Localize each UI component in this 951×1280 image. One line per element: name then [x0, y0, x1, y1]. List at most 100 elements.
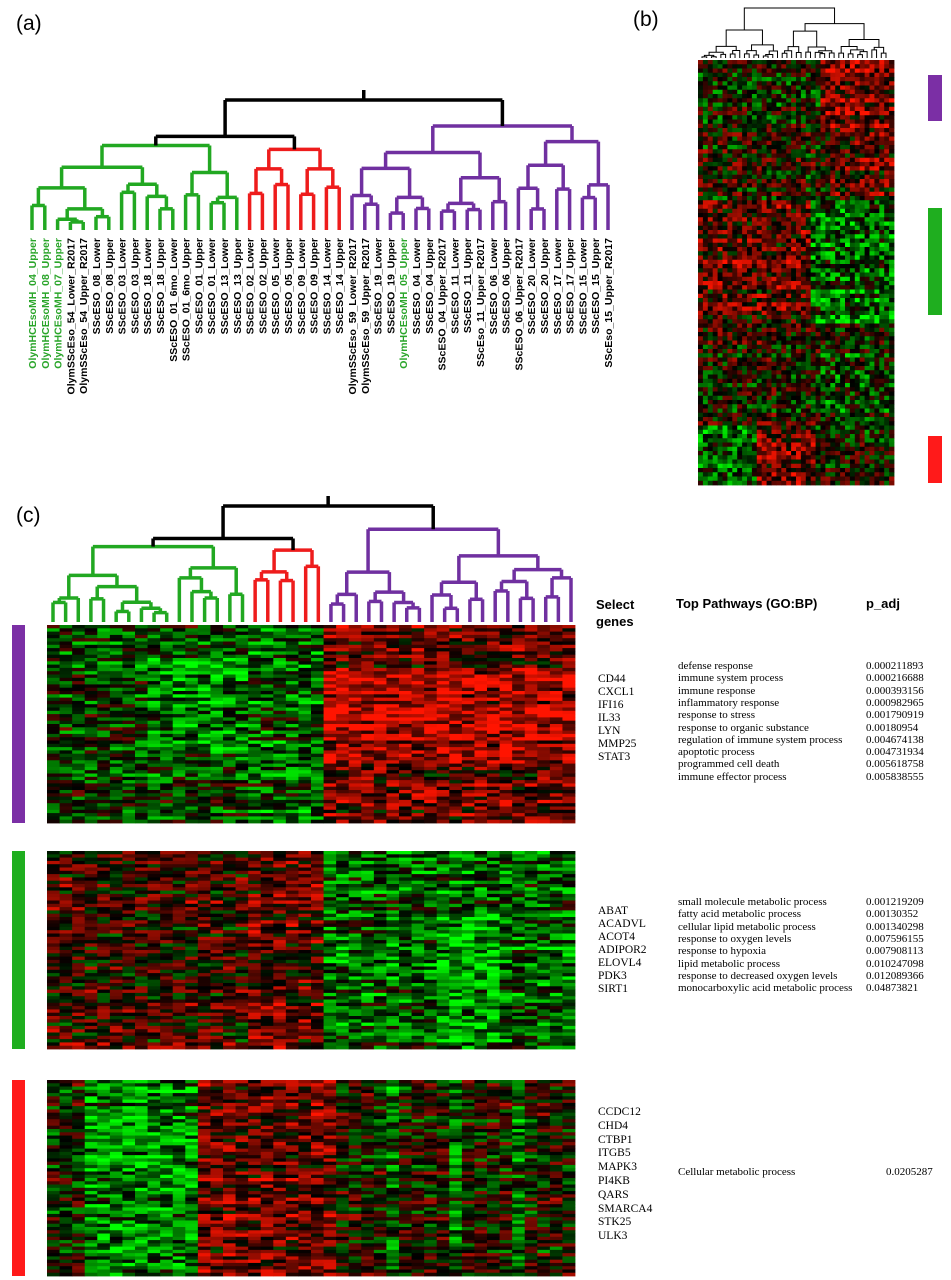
heatmap-cell [97, 658, 111, 662]
heatmap-cell [210, 674, 224, 679]
heatmap-cell [722, 353, 728, 358]
heatmap-cell [712, 370, 718, 375]
heatmap-cell [147, 641, 161, 646]
heatmap-cell [747, 162, 753, 167]
heatmap-cell [864, 276, 870, 282]
heatmap-cell [712, 259, 718, 265]
heatmap-cell [707, 417, 714, 422]
heatmap-cell [698, 255, 704, 261]
heatmap-cell [756, 310, 763, 316]
heatmap-cell [859, 463, 865, 469]
heatmap-cell [742, 366, 748, 371]
heatmap-cell [172, 644, 186, 649]
heatmap-cell [879, 225, 885, 231]
heatmap-cell [845, 72, 851, 78]
heatmap-cell [800, 298, 807, 303]
heatmap-cell [796, 247, 802, 252]
heatmap-cell [172, 651, 186, 656]
heatmap-cell [874, 319, 880, 324]
heatmap-cell [815, 217, 821, 222]
heatmap-cell [72, 628, 86, 632]
heatmap-cell [185, 644, 199, 649]
heatmap-cell [756, 344, 763, 350]
heatmap-cell [791, 472, 797, 477]
heatmap-cell [336, 671, 350, 675]
heatmap-cell [874, 115, 880, 120]
heatmap-cell [712, 281, 718, 286]
heatmap-cell [47, 631, 60, 636]
heatmap-cell [849, 153, 856, 159]
heatmap-cell [747, 429, 753, 435]
heatmap-cell [796, 238, 802, 244]
heatmap-cell [849, 463, 856, 469]
heatmap-cell [727, 374, 733, 380]
heatmap-cell [864, 344, 870, 350]
heatmap-cell [727, 455, 733, 460]
heatmap-cell [732, 242, 738, 248]
heatmap-cell [879, 476, 885, 482]
heatmap-cell [732, 272, 738, 278]
heatmap-cell [869, 438, 875, 443]
heatmap-cell [742, 128, 748, 133]
heatmap-cell [840, 298, 846, 303]
heatmap-cell [712, 81, 718, 86]
heatmap-cell [840, 111, 846, 116]
heatmap-cell [810, 72, 816, 78]
heatmap-cell [751, 225, 758, 231]
heatmap-cell [411, 628, 425, 632]
heatmap-cell [810, 463, 816, 469]
heatmap-cell [766, 404, 772, 409]
heatmap-cell [737, 327, 743, 333]
heatmap-cell [766, 60, 772, 65]
heatmap-cell [147, 631, 161, 636]
heatmap-cell [707, 204, 714, 210]
heatmap-cell [889, 421, 895, 426]
heatmap-cell [756, 434, 763, 439]
heatmap-cell [461, 661, 475, 665]
heatmap-cell [84, 651, 98, 656]
heatmap-cell [698, 251, 704, 256]
heatmap-cell [771, 455, 777, 460]
heatmap-cell [751, 480, 758, 486]
heatmap-cell [737, 374, 743, 380]
heatmap-cell [796, 429, 802, 435]
heatmap-cell [815, 378, 821, 384]
heatmap-cell [845, 349, 851, 354]
heatmap-cell [717, 463, 723, 469]
heatmap-cell [771, 132, 777, 137]
heatmap-cell [820, 200, 826, 205]
heatmap-cell [820, 310, 826, 316]
heatmap-cell [845, 208, 851, 214]
heatmap-cell [771, 459, 777, 465]
heatmap-cell [712, 213, 718, 218]
heatmap-cell [756, 340, 763, 346]
heatmap-cell [791, 268, 797, 273]
heatmap-cell [849, 285, 856, 290]
heatmap-cell [859, 162, 865, 167]
heatmap-cell [864, 480, 870, 486]
heatmap-cell [411, 634, 425, 639]
heatmap-cell [854, 336, 861, 341]
heatmap-cell [72, 661, 86, 665]
heatmap-cell [717, 200, 723, 205]
heatmap-cell [298, 651, 312, 656]
heatmap-cell [825, 357, 831, 363]
heatmap-cell [771, 128, 777, 133]
heatmap-cell [786, 429, 792, 435]
heatmap-cell [285, 661, 299, 665]
heatmap-cell [879, 183, 885, 188]
heatmap-cell [737, 370, 743, 375]
heatmap-cell [810, 89, 816, 95]
heatmap-cell [766, 455, 772, 460]
heatmap-cell [800, 425, 807, 431]
heatmap-cell [869, 242, 875, 248]
heatmap-cell [825, 149, 831, 154]
heatmap-cell [800, 285, 807, 290]
heatmap-cell [869, 357, 875, 363]
heatmap-cell [864, 340, 870, 346]
heatmap-cell [869, 268, 875, 273]
heatmap-cell [732, 225, 738, 231]
heatmap-cell [869, 128, 875, 133]
heatmap-cell [712, 238, 718, 244]
heatmap-cell [59, 628, 73, 632]
